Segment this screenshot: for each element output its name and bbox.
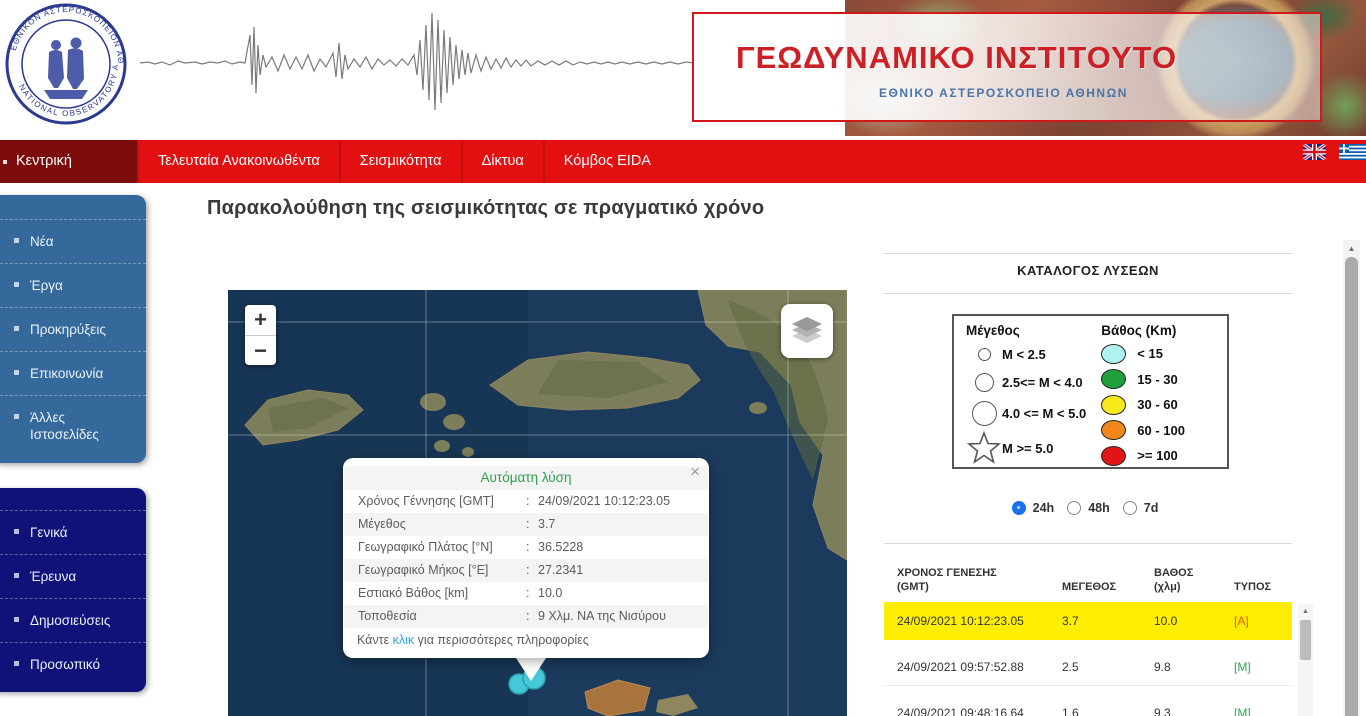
sidebar-item-publications[interactable]: Δημοσιεύσεις — [0, 598, 146, 642]
popup-row-location: Τοποθεσία : 9 Χλμ. ΝΑ της Νισύρου — [344, 605, 708, 628]
sidebar-primary: Νέα Έργα Προκηρύξεις Επικοινωνία Άλλες Ι… — [0, 195, 146, 463]
depth-dot-green-icon — [1101, 369, 1127, 390]
uk-flag-icon[interactable] — [1303, 144, 1326, 160]
divider — [884, 543, 1292, 544]
legend-magnitude-row: M >= 5.0 — [966, 430, 1101, 466]
institute-title: ΓΕΩΔΥΝΑΜΙΚΟ ΙΝΣΤΙΤΟΥΤΟ — [736, 40, 1178, 75]
star-icon — [967, 431, 1001, 464]
depth-dot-yellow-icon — [1101, 394, 1127, 415]
radio-7d[interactable] — [1122, 501, 1137, 515]
sidebar-secondary: Γενικά Έρευνα Δημοσιεύσεις Προσωπικό — [0, 488, 146, 692]
magnitude-circle-large-icon — [971, 401, 997, 426]
magnitude-circle-medium-icon — [974, 373, 994, 392]
catalog-table-body: 24/09/2021 10:12:23.05 3.7 10.0 [A] 24/0… — [884, 602, 1292, 716]
active-nav-bullet — [3, 160, 7, 164]
popup-row-latitude: Γεωγραφικό Πλάτος [°N] : 36.5228 — [344, 536, 708, 559]
nav-item-announcements[interactable]: Τελευταία Ανακοινωθέντα — [137, 140, 339, 183]
depth-dot-orange-icon — [1101, 420, 1127, 441]
magnitude-circle-small-icon — [977, 348, 991, 361]
legend-depth-row: 15 - 30 — [1101, 367, 1217, 393]
zoom-in-button[interactable]: + — [254, 307, 267, 332]
table-row[interactable]: 24/09/2021 09:57:52.88 2.5 9.8 [M] — [884, 648, 1292, 686]
nav-item-networks[interactable]: Δίκτυα — [460, 140, 543, 183]
popup-footer: Κάντε κλικ για περισσότερες πληροφορίες — [357, 633, 589, 647]
sidebar-item-projects[interactable]: Έργα — [0, 263, 146, 307]
legend-depth-row: >= 100 — [1101, 443, 1217, 469]
seismogram-waveform — [140, 12, 700, 111]
institute-title-box: ΓΕΩΔΥΝΑΜΙΚΟ ΙΝΣΤΙΤΟΥΤΟ ΕΘΝΙΚΟ ΑΣΤΕΡΟΣΚΟΠ… — [692, 12, 1322, 122]
radio-48h[interactable] — [1067, 501, 1082, 515]
page-title: Παρακολούθηση της σεισμικότητας σε πραγμ… — [207, 197, 765, 219]
zoom-out-button[interactable]: − — [245, 335, 276, 365]
main-navbar: Κεντρική Σελίδα Τελευταία Ανακοινωθέντα … — [0, 140, 1366, 212]
legend-magnitude-row: 4.0 <= M < 5.0 — [966, 397, 1101, 430]
catalog-table-header: ΧΡΟΝΟΣ ΓΕΝΕΣΗΣ (GMT) ΜΕΓΕΘΟΣ ΒΑΘΟΣ (χλμ) Τ… — [897, 567, 1272, 593]
legend-magnitude-title: Μέγεθος — [966, 323, 1020, 338]
legend-magnitude-row: M < 2.5 — [966, 341, 1101, 368]
sidebar-item-news[interactable]: Νέα — [0, 219, 146, 263]
sidebar-item-general[interactable]: Γενικά — [0, 510, 146, 554]
radio-24h[interactable] — [1011, 501, 1026, 515]
page-scrollbar[interactable]: ▲ — [1343, 240, 1360, 716]
sidebar-item-personnel[interactable]: Προσωπικό — [0, 642, 146, 686]
sidebar-item-contact[interactable]: Επικοινωνία — [0, 351, 146, 395]
legend-depth-row: 60 - 100 — [1101, 418, 1217, 444]
sidebar-item-tenders[interactable]: Προκηρύξεις — [0, 307, 146, 351]
layers-icon — [792, 317, 822, 343]
popup-row-origin-time: Χρόνος Γέννησης [GMT] : 24/09/2021 10:12… — [344, 490, 708, 513]
greece-flag-icon[interactable] — [1339, 144, 1366, 160]
popup-row-magnitude: Μέγεθος : 3.7 — [344, 513, 708, 536]
nav-item-home[interactable]: Κεντρική Σελίδα — [0, 140, 137, 212]
legend-depth-row: < 15 — [1101, 341, 1217, 367]
more-info-link[interactable]: κλικ — [392, 633, 415, 647]
popup-row-longitude: Γεωγραφικό Μήκος [°E] : 27.2341 — [344, 559, 708, 582]
table-scrollbar[interactable]: ▲ — [1298, 604, 1313, 716]
nav-item-eida[interactable]: Κόμβος EIDA — [542, 140, 670, 183]
table-row[interactable]: 24/09/2021 09:48:16.64 1.6 9.3 [M] — [897, 706, 1251, 716]
map-zoom-control: + − — [245, 305, 276, 365]
table-row[interactable]: 24/09/2021 10:12:23.05 3.7 10.0 [A] — [884, 602, 1292, 640]
header: ΕΘΝΙΚΟΝ ΑΣΤΕΡΟΣΚΟΠΕΙΟΝ ΑΘΗΝΩΝ NATIONAL O… — [0, 0, 1366, 140]
institute-subtitle: ΕΘΝΙΚΟ ΑΣΤΕΡΟΣΚΟΠΕΙΟ ΑΘΗΝΩΝ — [879, 86, 1128, 100]
divider — [884, 293, 1292, 294]
nav-item-seismicity[interactable]: Σεισμικότητα — [338, 140, 461, 183]
table-scrollbar-thumb[interactable] — [1300, 620, 1311, 660]
seismicity-map[interactable]: + − × Αυτόματη λύση Χρόνος Γέννησης [GMT… — [228, 290, 847, 716]
page-scrollbar-thumb[interactable] — [1345, 257, 1358, 716]
earthquake-popup: × Αυτόματη λύση Χρόνος Γέννησης [GMT] : … — [343, 458, 709, 658]
popup-tail — [516, 658, 546, 681]
map-layers-button[interactable] — [781, 304, 833, 358]
catalog-title: ΚΑΤΑΛΟΓΟΣ ΛΥΣΕΩΝ — [1017, 263, 1159, 278]
depth-dot-red-icon — [1101, 445, 1127, 466]
scroll-up-icon[interactable]: ▲ — [1347, 244, 1356, 253]
legend-depth-title: Βάθος (Km) — [1101, 323, 1177, 338]
radio-48h-label[interactable]: 48h — [1088, 501, 1110, 515]
time-filter-group: 24h 48h 7d — [884, 501, 1292, 515]
popup-row-depth: Εστιακό Βάθος [km] : 10.0 — [344, 582, 708, 605]
divider — [884, 253, 1292, 254]
legend-depth-row: 30 - 60 — [1101, 392, 1217, 418]
radio-7d-label[interactable]: 7d — [1143, 501, 1159, 515]
sidebar-item-research[interactable]: Έρευνα — [0, 554, 146, 598]
sidebar-item-other-sites[interactable]: Άλλες Ιστοσελίδες — [0, 395, 146, 456]
popup-title: Αυτόματη λύση — [344, 466, 708, 490]
legend-magnitude-row: 2.5<= M < 4.0 — [966, 368, 1101, 397]
radio-24h-label[interactable]: 24h — [1032, 501, 1055, 515]
close-icon[interactable]: × — [690, 462, 700, 481]
depth-dot-cyan-icon — [1101, 343, 1127, 364]
observatory-logo-icon: ΕΘΝΙΚΟΝ ΑΣΤΕΡΟΣΚΟΠΕΙΟΝ ΑΘΗΝΩΝ NATIONAL O… — [4, 2, 127, 125]
scroll-up-icon[interactable]: ▲ — [1302, 608, 1309, 615]
map-legend: Μέγεθος M < 2.5 2.5<= M < 4.0 4.0 <= M <… — [952, 314, 1229, 469]
